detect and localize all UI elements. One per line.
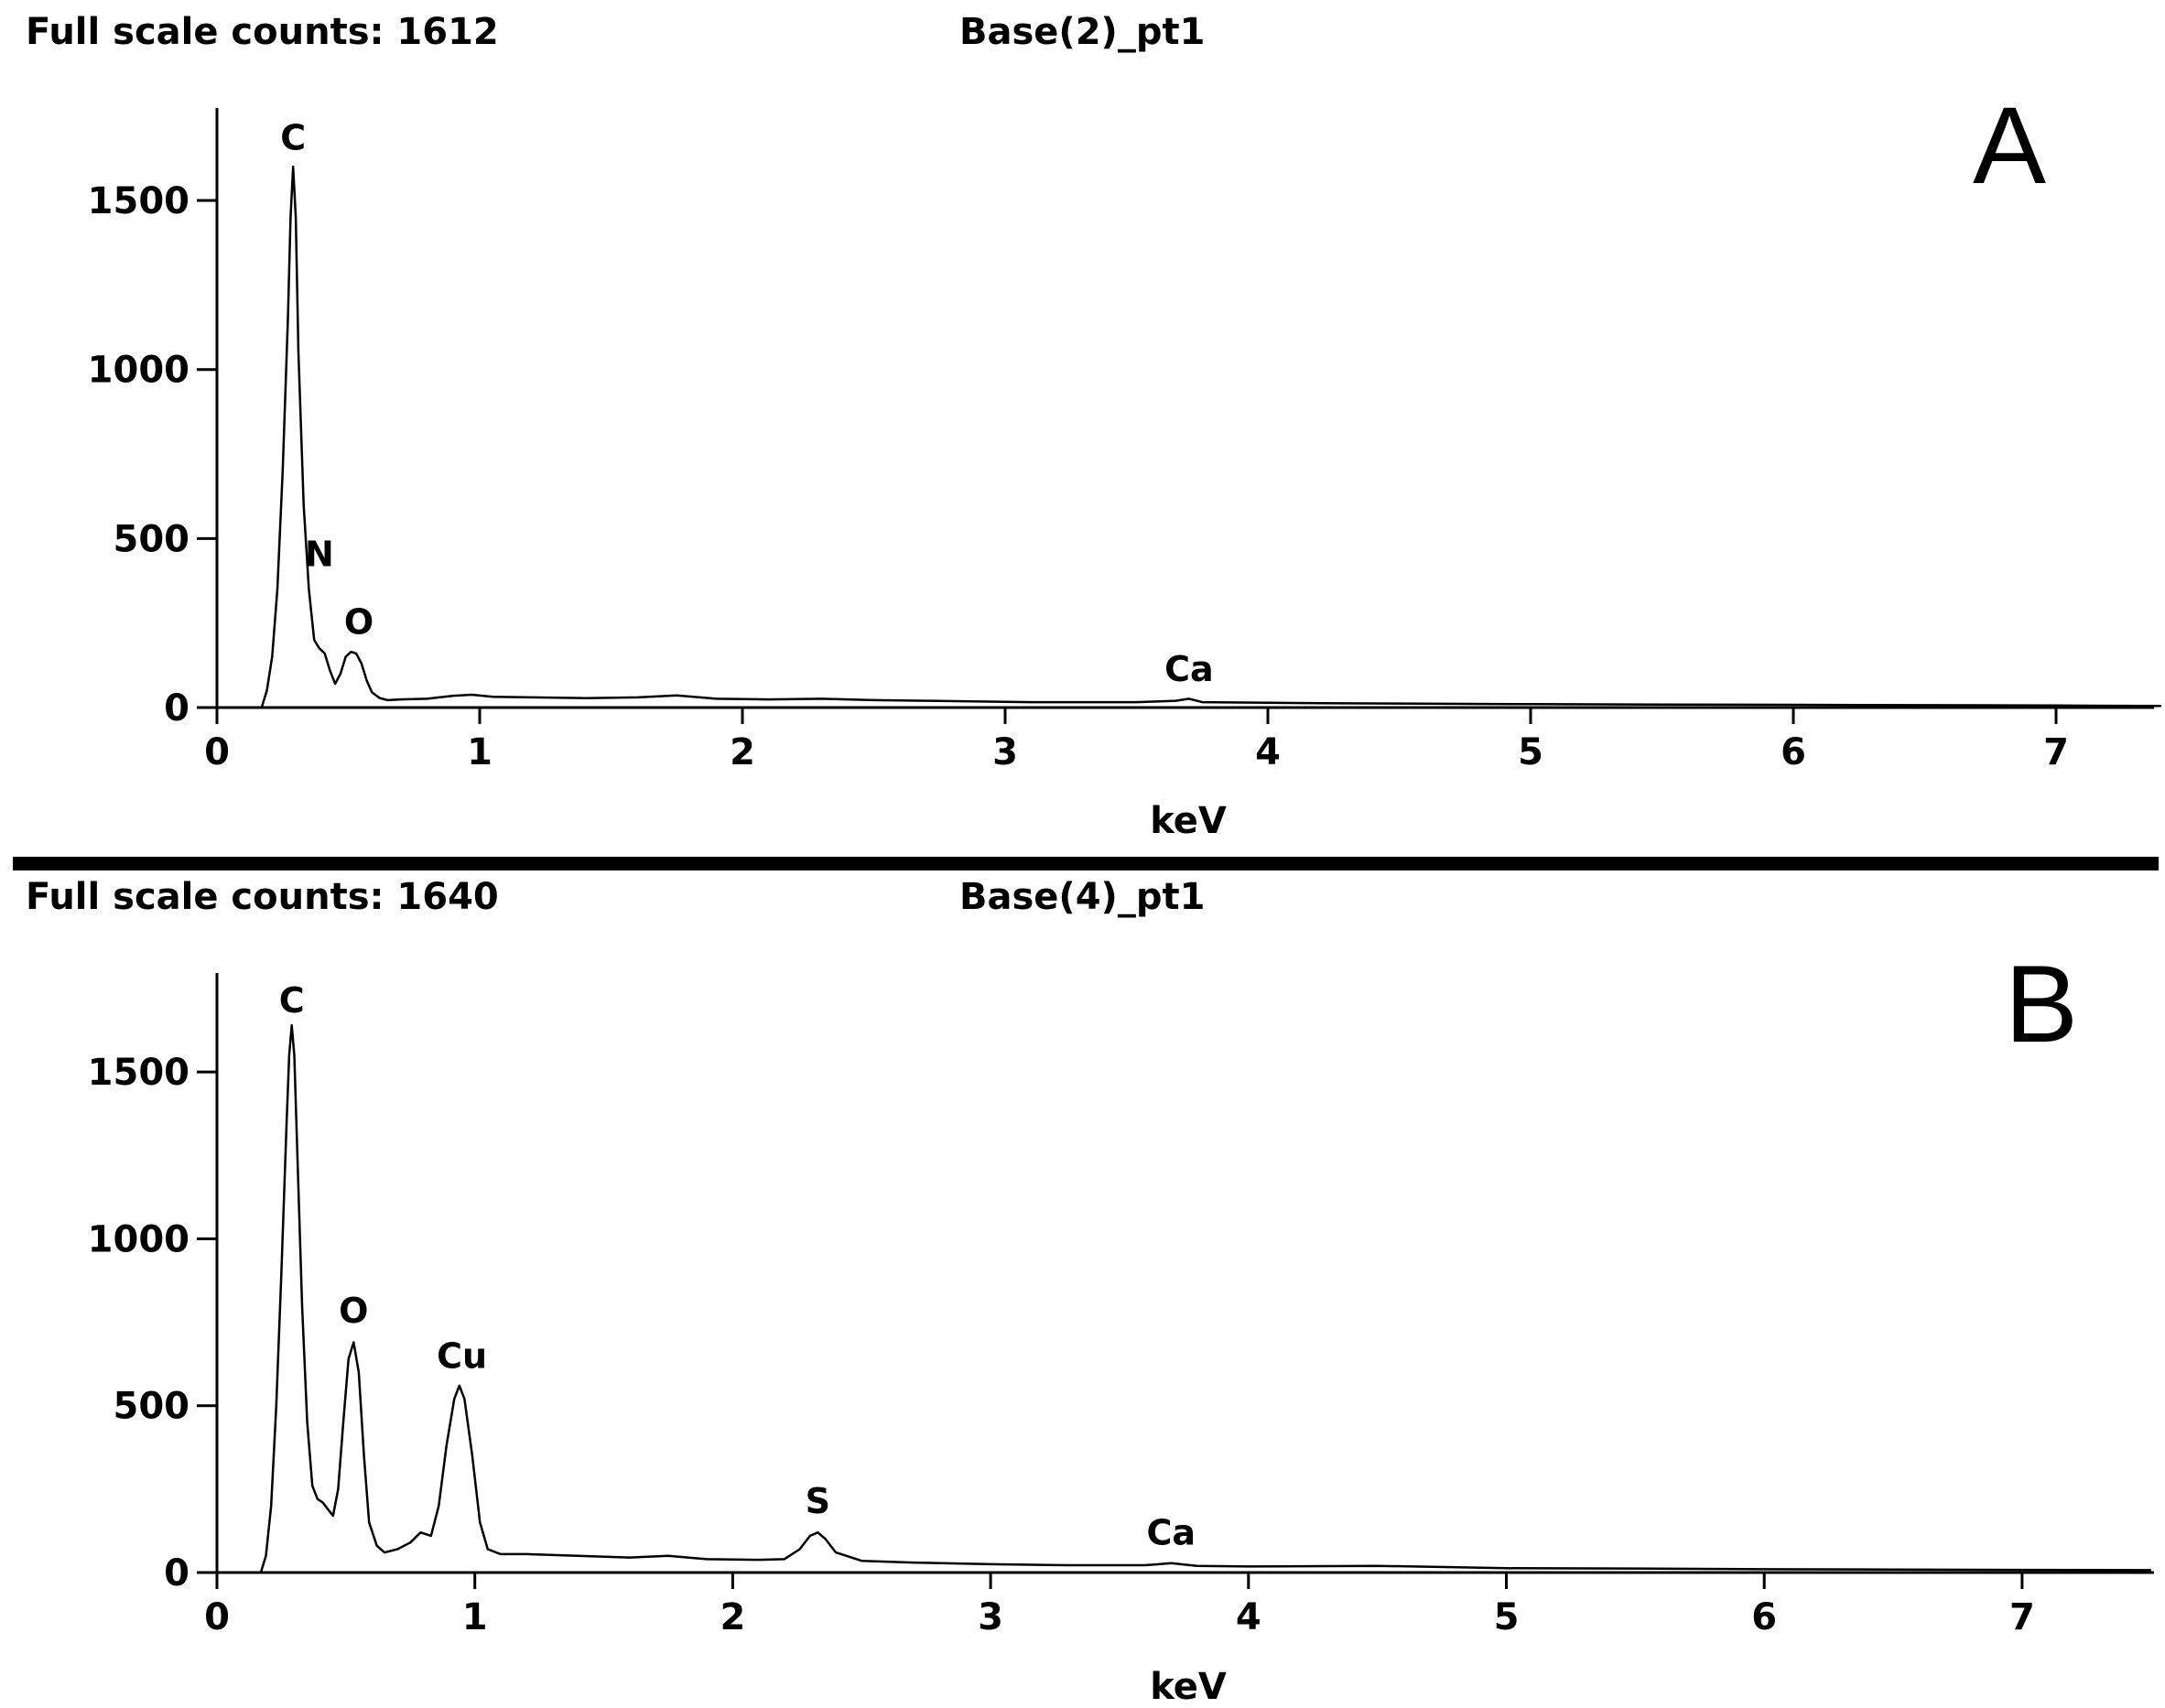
panel-a-x-tick-label: 4 <box>1255 731 1281 773</box>
panel-b-plot: 0 500 1000 1500 0 1 2 3 4 5 6 7 C O Cu S Ca <box>88 973 2154 1638</box>
panel-b-x-tick-label: 0 <box>204 1596 230 1638</box>
panel-a-y-tick-label: 0 <box>164 687 189 730</box>
panel-b-peak-label-ca: Ca <box>1147 1513 1196 1553</box>
panel-b-x-tick-label: 2 <box>720 1596 745 1638</box>
panel-b-y-tick-label: 1000 <box>88 1218 189 1260</box>
panel-a-spectrum-name: Base(2)_pt1 <box>959 11 1205 53</box>
panel-a-peak-label-n: N <box>305 535 334 575</box>
panel-b-peak-label-c: C <box>279 980 305 1021</box>
panel-a-y-tick-label: 1000 <box>88 350 189 392</box>
panel-b-peak-label-cu: Cu <box>437 1335 487 1376</box>
panel-b-x-tick-label: 6 <box>1751 1596 1777 1638</box>
panel-a-peak-label-c: C <box>280 118 306 158</box>
panel-b-x-tick-label: 4 <box>1236 1596 1261 1638</box>
panel-b-x-tick-label: 7 <box>2009 1596 2035 1638</box>
panel-a-x-tick-label: 3 <box>992 731 1018 773</box>
panel-b-x-tick-label: 3 <box>978 1596 1003 1638</box>
panel-b-spectrum-line <box>217 1023 2151 1574</box>
panel-b-x-tick-label: 5 <box>1494 1596 1520 1638</box>
panel-a-x-axis-title: keV <box>1150 800 1227 842</box>
panel-a-x-tick-label: 5 <box>1518 731 1543 773</box>
panel-a: Full scale counts: 1612 Base(2)_pt1 A 0 5… <box>26 11 2161 842</box>
panel-a-peak-label-ca: Ca <box>1164 649 1214 689</box>
panel-a-x-tick-label: 0 <box>204 731 230 773</box>
panel-b-peak-label-s: S <box>806 1481 830 1521</box>
panel-a-y-tick-label: 500 <box>114 518 190 560</box>
panel-b-y-tick-label: 500 <box>114 1386 190 1428</box>
panel-a-x-tick-label: 1 <box>467 731 493 773</box>
panel-a-y-tick-label: 1500 <box>88 180 189 222</box>
panel-b-full-scale-counts: Full scale counts: 1640 <box>26 876 499 918</box>
panel-a-x-tick-label: 6 <box>1781 731 1806 773</box>
panel-b-spectrum-name: Base(4)_pt1 <box>959 876 1205 918</box>
panel-a-x-tick-label: 2 <box>730 731 755 773</box>
panel-b-peak-label-o: O <box>339 1291 368 1331</box>
panel-b-x-tick-label: 1 <box>462 1596 488 1638</box>
panel-b: Full scale counts: 1640 Base(4)_pt1 B 0 5… <box>26 876 2154 1708</box>
panel-b-x-axis-title: keV <box>1150 1666 1227 1708</box>
panel-b-letter: B <box>2005 943 2078 1065</box>
panel-a-plot: 0 500 1000 1500 0 1 2 3 4 5 6 7 C NO Ca <box>88 108 2161 773</box>
panel-b-y-tick-label: 1500 <box>88 1052 189 1094</box>
panel-a-peak-label-o: O <box>344 602 373 643</box>
panel-a-letter: A <box>1973 84 2046 207</box>
panel-separator <box>13 857 2159 870</box>
panel-a-full-scale-counts: Full scale counts: 1612 <box>26 11 499 53</box>
panel-a-x-tick-label: 7 <box>2043 731 2069 773</box>
panel-b-y-tick-label: 0 <box>164 1552 189 1594</box>
panel-a-spectrum-line <box>217 165 2161 709</box>
